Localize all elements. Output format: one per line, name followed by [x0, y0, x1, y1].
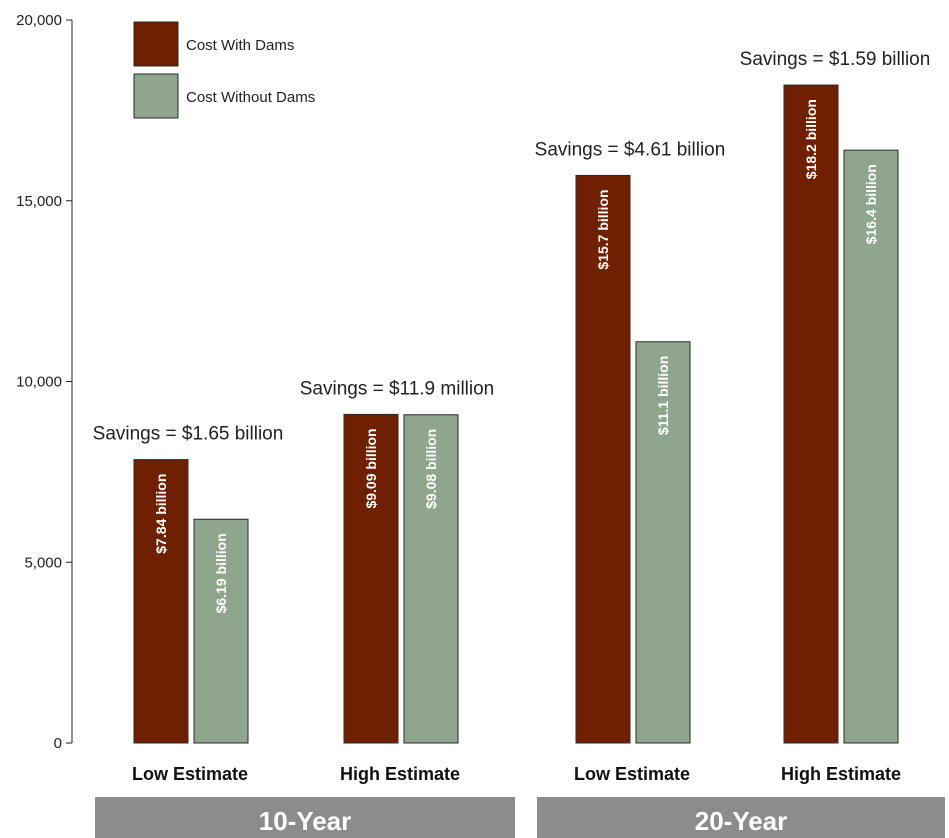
- period-band: [95, 797, 515, 838]
- period-band: [537, 797, 945, 838]
- legend-swatch: [133, 21, 179, 67]
- savings-annotations: Savings = $1.65 billion Savings = $11.9 m…: [93, 49, 931, 445]
- period-groups: 10-Year 20-Year: [95, 797, 945, 838]
- bar-without-dams: [843, 149, 899, 744]
- y-tick-label: 5,000: [24, 554, 62, 571]
- category-labels: Low Estimate High Estimate Low Estimate Hig…: [132, 764, 901, 784]
- bars: $7.84 billion $9.09 billion $15.7 billion $…: [133, 84, 899, 744]
- savings-annotation: Savings = $11.9 million: [300, 378, 495, 399]
- bar-without-dams: [403, 414, 459, 744]
- y-ticks: 0 5,000 10,000 15,000 20,000: [16, 12, 72, 752]
- y-tick-label: 10,000: [16, 374, 62, 391]
- bar-value-label: $6.19 billion: [213, 533, 229, 613]
- period-label: 10-Year: [259, 806, 352, 836]
- category-label: High Estimate: [340, 764, 460, 784]
- bar-value-label: $16.4 billion: [863, 164, 879, 244]
- legend-label: Cost With Dams: [186, 37, 294, 54]
- bar-without-dams: [635, 341, 691, 744]
- legend: Cost With Dams Cost Without Dams: [133, 21, 315, 119]
- y-tick-label: 0: [54, 735, 62, 752]
- category-label: Low Estimate: [132, 764, 248, 784]
- y-tick-label: 20,000: [16, 12, 62, 29]
- bar-value-label: $15.7 billion: [595, 189, 611, 269]
- savings-annotation: Savings = $1.65 billion: [93, 424, 284, 445]
- category-label: High Estimate: [781, 764, 901, 784]
- bar-with-dams: [783, 84, 839, 744]
- bar-value-label: $11.1 billion: [655, 356, 671, 435]
- bar-without-dams: [193, 518, 249, 744]
- bar-with-dams: [133, 459, 189, 744]
- category-label: Low Estimate: [574, 764, 690, 784]
- y-tick-label: 15,000: [16, 193, 62, 210]
- legend-swatch: [133, 73, 179, 119]
- bar-value-label: $18.2 billion: [803, 99, 819, 179]
- bar-value-label: $9.09 billion: [363, 428, 379, 508]
- period-label: 20-Year: [695, 806, 788, 836]
- savings-annotation: Savings = $4.61 billion: [535, 139, 726, 160]
- savings-annotation: Savings = $1.59 billion: [740, 49, 931, 70]
- bar-value-label: $9.08 billion: [423, 429, 439, 509]
- legend-label: Cost Without Dams: [186, 89, 315, 106]
- bar-with-dams: [343, 413, 399, 744]
- bar-value-label: $7.84 billion: [153, 474, 169, 554]
- bar-with-dams: [575, 174, 631, 744]
